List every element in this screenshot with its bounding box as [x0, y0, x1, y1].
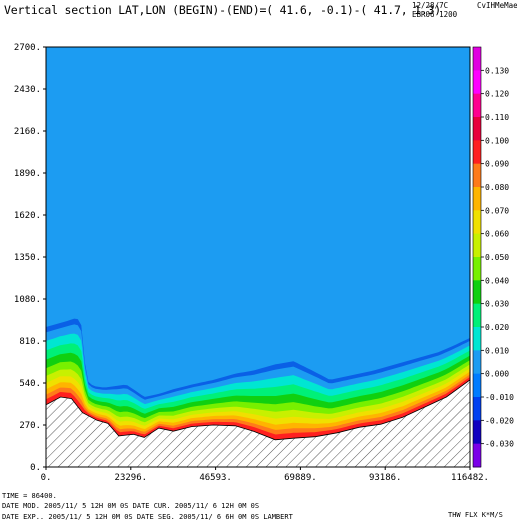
colorbar-label: 0.030	[485, 300, 509, 309]
colorbar-swatch	[473, 443, 481, 468]
colorbar-swatch	[473, 373, 481, 398]
plot-area	[46, 47, 470, 467]
colorbar-swatch	[473, 280, 481, 305]
colorbar-label: 0.050	[485, 253, 509, 262]
header-code: CvIHMeMae	[477, 1, 517, 10]
colorbar-label: 0.070	[485, 206, 509, 215]
x-tick-label: 69889.	[284, 473, 317, 483]
colorbar-label: 0.020	[485, 323, 509, 332]
y-tick-label: 1620.	[14, 211, 41, 221]
y-tick-label: 1890.	[14, 169, 41, 179]
x-tick-label: 46593.	[199, 473, 232, 483]
colorbar-label: -0.010	[485, 393, 514, 402]
colorbar-swatch	[473, 210, 481, 235]
y-tick-label: 2700.	[14, 43, 41, 53]
colorbar-swatch	[473, 303, 481, 328]
colorbar-label: 0.130	[485, 66, 509, 75]
colorbar-swatch	[473, 47, 481, 71]
colorbar-swatch	[473, 187, 481, 211]
y-tick-label: 810.	[19, 337, 41, 347]
colorbar-label: -0.030	[485, 440, 514, 449]
y-tick-label: 540.	[19, 379, 41, 389]
footer-variable: THW FLX K*M/S	[448, 511, 503, 519]
header-date: 12/28/7C	[412, 1, 449, 10]
colorbar-label: 0.010	[485, 346, 509, 355]
colorbar-label: 0.120	[485, 90, 509, 99]
colorbar-label: 0.100	[485, 136, 509, 145]
colorbar-swatch	[473, 140, 481, 165]
y-tick-label: 270.	[19, 421, 41, 431]
colorbar-swatch	[473, 163, 481, 188]
y-tick-label: 2160.	[14, 127, 41, 137]
colorbar-label: 0.090	[485, 160, 509, 169]
colorbar-swatch	[473, 420, 481, 445]
x-tick-label: 23296.	[115, 473, 148, 483]
y-tick-label: 1350.	[14, 253, 41, 263]
colorbar-label: 0.110	[485, 113, 509, 122]
y-tick-label: 2430.	[14, 85, 41, 95]
colorbar-label: 0.000	[485, 370, 509, 379]
x-tick-label: 93186.	[369, 473, 402, 483]
colorbar-swatch	[473, 117, 481, 141]
colorbar-swatch	[473, 397, 481, 421]
colorbar-label: 0.060	[485, 230, 509, 239]
footer-date-mod: DATE MOD. 2005/11/ 5 12H 0M 0S DATE CUR.…	[2, 502, 260, 510]
x-tick-label: 0.	[41, 473, 52, 483]
header-model: EBR06 1200	[412, 10, 458, 19]
colorbar-label: 0.040	[485, 276, 509, 285]
colorbar-swatch	[473, 350, 481, 375]
x-tick-label: 116482.	[451, 473, 489, 483]
colorbar-label: 0.080	[485, 183, 509, 192]
chart-title: Vertical section LAT,LON (BEGIN)-(END)=(…	[4, 3, 442, 17]
colorbar-swatch	[473, 70, 481, 95]
footer-time: TIME = 86400.	[2, 492, 57, 500]
y-tick-label: 1080.	[14, 295, 41, 305]
colorbar-swatch	[473, 327, 481, 351]
colorbar-swatch	[473, 233, 481, 258]
colorbar-swatch	[473, 93, 481, 118]
terrain-hatched	[46, 379, 470, 467]
y-tick-label: 0.	[30, 463, 41, 473]
footer-date-exp: DATE EXP.. 2005/11/ 5 12H 0M 0S DATE SEG…	[2, 513, 293, 521]
colorbar-label: -0.020	[485, 416, 514, 425]
colorbar-swatch	[473, 257, 481, 281]
